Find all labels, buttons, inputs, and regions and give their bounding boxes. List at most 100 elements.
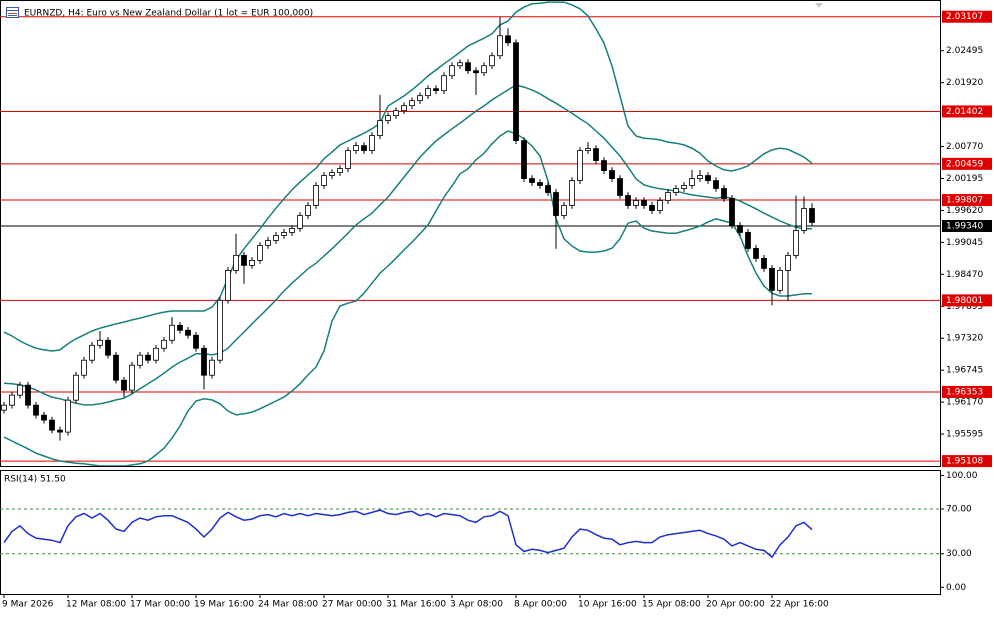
candle-body — [537, 182, 543, 186]
candle-body — [481, 65, 487, 74]
level-label-box — [942, 455, 992, 468]
x-tick-label: 8 Apr 00:00 — [514, 600, 567, 610]
candle-body — [65, 399, 71, 433]
candle-body — [553, 192, 559, 216]
candle-body — [673, 188, 679, 193]
candle-body — [217, 299, 223, 361]
candle-body — [425, 88, 431, 97]
candle-body — [657, 200, 663, 211]
candle-body — [737, 225, 743, 233]
indicator-line — [3, 130, 812, 466]
candle-body — [289, 228, 295, 233]
candle-body — [89, 344, 95, 361]
level-label-box — [942, 157, 992, 170]
candle-body — [241, 254, 247, 266]
candle-body — [273, 235, 279, 241]
candle-body — [33, 404, 39, 416]
candle-body — [17, 384, 23, 396]
y-tick-label: 2.00195 — [946, 174, 983, 184]
candle-body — [681, 185, 687, 189]
level-label-box — [942, 385, 992, 398]
level-label-box — [942, 294, 992, 307]
candle-body — [449, 65, 455, 77]
candle-body — [513, 42, 519, 142]
shift-marker — [815, 3, 823, 8]
last-price-label: 1.99340 — [946, 222, 983, 232]
candle-body — [761, 257, 767, 269]
candle-body — [529, 178, 535, 183]
candle-body — [401, 105, 407, 112]
candle-body — [601, 160, 607, 171]
candle-body — [801, 208, 807, 231]
y-tick-label: 100.00 — [946, 471, 978, 481]
x-tick-label: 27 Mar 00:00 — [322, 600, 382, 610]
candle-body — [97, 339, 103, 346]
candle-body — [617, 178, 623, 196]
y-tick-label: 1.99045 — [946, 238, 983, 248]
x-tick-label: 20 Apr 00:00 — [706, 600, 765, 610]
y-tick-label: 30.00 — [946, 549, 972, 559]
candle-body — [209, 359, 215, 376]
candle-body — [249, 259, 255, 266]
candle-body — [641, 200, 647, 206]
candle-body — [521, 140, 527, 179]
candle-body — [353, 145, 359, 151]
candle-body — [385, 115, 391, 122]
candle-body — [305, 205, 311, 216]
main-plot — [0, 1, 940, 466]
candle-body — [57, 429, 63, 433]
y-tick-label: 1.99620 — [946, 206, 983, 216]
candle-body — [393, 110, 399, 117]
x-tick-label: 17 Mar 00:00 — [130, 600, 190, 610]
x-tick-label: 10 Apr 16:00 — [578, 600, 637, 610]
candle-body — [689, 178, 695, 186]
x-tick-label: 9 Mar 2026 — [2, 600, 54, 610]
candle-body — [257, 245, 263, 261]
x-tick-label: 22 Apr 16:00 — [770, 600, 829, 610]
candle-body — [81, 359, 87, 376]
y-tick-label: 1.96170 — [946, 398, 983, 408]
candle-body — [625, 195, 631, 206]
axes: 2.02495 2.01920 2.00770 2.00195 1.99620 1.990… — [2, 10, 992, 610]
candle-body — [417, 95, 423, 102]
candle-body — [337, 168, 343, 173]
candle-body — [225, 269, 231, 301]
x-tick-label: 19 Mar 16:00 — [194, 600, 254, 610]
candle-body — [585, 148, 591, 151]
level-label: 1.95108 — [946, 457, 983, 467]
x-tick-label: 15 Apr 08:00 — [642, 600, 701, 610]
level-label: 2.03107 — [946, 12, 983, 22]
candle-body — [769, 267, 775, 291]
candle-body — [169, 324, 175, 341]
candle-body — [457, 62, 463, 67]
y-tick-label: 2.02495 — [946, 46, 983, 56]
y-tick-label: 1.98470 — [946, 270, 983, 280]
candle-body — [297, 215, 303, 229]
candle-body — [545, 185, 551, 193]
level-label: 1.96353 — [946, 387, 983, 397]
candle-body — [809, 208, 815, 223]
candle-body — [177, 324, 183, 331]
y-tick-label: 1.95595 — [946, 430, 983, 440]
candle-body — [697, 175, 703, 179]
indicator-line — [3, 1, 813, 352]
candle-body — [281, 232, 287, 236]
y-tick-label: 2.01920 — [946, 78, 983, 88]
last-price-box — [942, 220, 992, 232]
candle-body — [185, 329, 191, 336]
candle-body — [321, 175, 327, 186]
candle-body — [649, 205, 655, 211]
level-label: 2.01402 — [946, 107, 983, 117]
candle-body — [721, 188, 727, 199]
candle-body — [505, 35, 511, 44]
candle-body — [705, 175, 711, 181]
level-label-box — [942, 194, 992, 207]
rsi-frame — [0, 470, 941, 595]
candle-body — [753, 248, 759, 259]
candle-body — [137, 354, 143, 366]
candle-body — [113, 354, 119, 381]
x-tick-label: 31 Mar 16:00 — [386, 600, 446, 610]
candle-body — [73, 374, 79, 401]
